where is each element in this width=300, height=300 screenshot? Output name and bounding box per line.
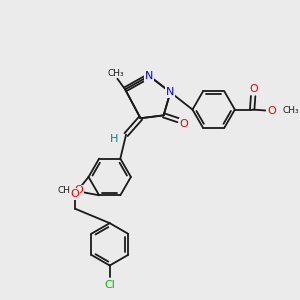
Text: O: O bbox=[250, 84, 259, 94]
Text: CH₃: CH₃ bbox=[57, 186, 74, 195]
Text: H: H bbox=[110, 134, 119, 144]
Text: N: N bbox=[166, 87, 175, 97]
Text: O: O bbox=[71, 189, 80, 199]
Text: O: O bbox=[267, 106, 276, 116]
Text: CH₃: CH₃ bbox=[107, 68, 124, 77]
Text: CH₃: CH₃ bbox=[283, 106, 300, 115]
Text: O: O bbox=[74, 185, 83, 196]
Text: O: O bbox=[179, 119, 188, 129]
Text: Cl: Cl bbox=[104, 280, 115, 290]
Text: N: N bbox=[145, 71, 153, 81]
